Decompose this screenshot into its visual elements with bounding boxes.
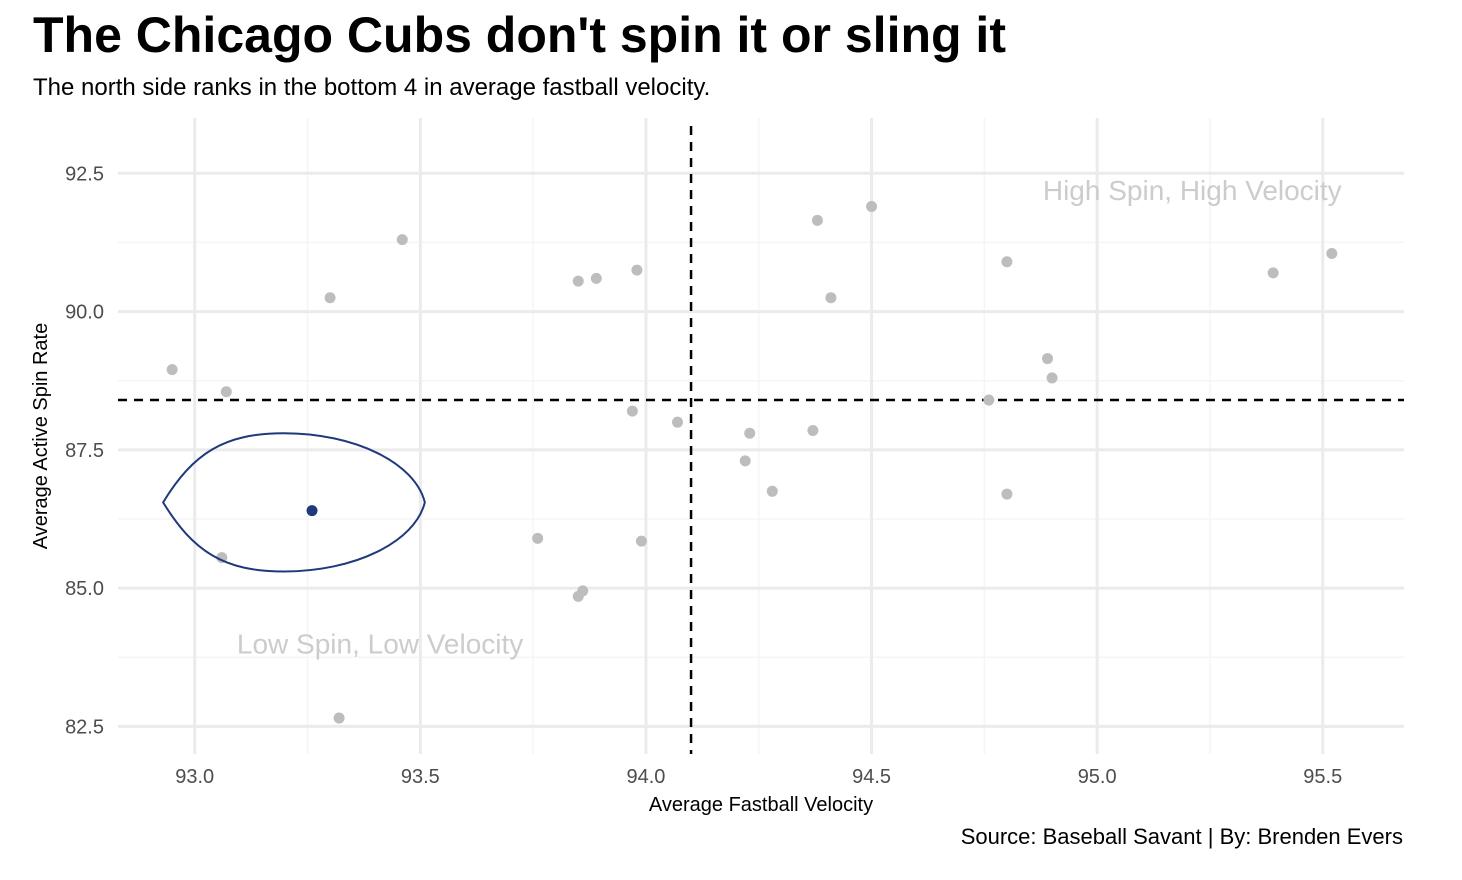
data-point [766, 485, 778, 497]
x-tick-label: 93.5 [401, 766, 440, 788]
chart-subtitle: The north side ranks in the bottom 4 in … [33, 74, 711, 101]
data-point [166, 364, 178, 376]
data-point [811, 214, 823, 226]
data-point [626, 405, 638, 417]
quadrant-annotation: High Spin, High Velocity [1043, 175, 1342, 206]
y-axis-label: Average Active Spin Rate [30, 323, 52, 549]
data-point [396, 234, 408, 246]
y-tick-label: 87.5 [65, 440, 104, 462]
data-point [590, 272, 602, 284]
data-point [739, 455, 751, 467]
data-point [983, 394, 995, 406]
y-tick-label: 82.5 [65, 716, 104, 738]
data-point [1046, 372, 1058, 384]
data-point [744, 427, 756, 439]
data-point [572, 275, 584, 287]
x-tick-label: 95.0 [1078, 766, 1117, 788]
data-point [672, 416, 684, 428]
x-tick-label: 94.5 [852, 766, 891, 788]
x-tick-label: 94.0 [626, 766, 665, 788]
data-point [807, 424, 819, 436]
data-point [1001, 488, 1013, 500]
chart-title: The Chicago Cubs don't spin it or sling … [33, 7, 1006, 63]
data-point [1001, 256, 1013, 268]
data-point [825, 292, 837, 304]
chart-caption: Source: Baseball Savant | By: Brenden Ev… [960, 824, 1403, 849]
highlight-ellipse [161, 432, 426, 573]
highlight-point [306, 505, 318, 517]
x-tick-label: 95.5 [1303, 766, 1342, 788]
y-tick-label: 90.0 [65, 302, 104, 324]
data-point [1042, 353, 1054, 365]
data-point [1267, 267, 1279, 279]
data-point [220, 386, 232, 398]
quadrant-annotation: Low Spin, Low Velocity [237, 628, 523, 659]
data-point [324, 292, 336, 304]
y-tick-label: 92.5 [65, 163, 104, 185]
data-point [631, 264, 643, 276]
x-axis-label: Average Fastball Velocity [649, 794, 873, 816]
y-tick-label: 85.0 [65, 578, 104, 600]
data-point [1326, 247, 1338, 259]
data-point [577, 585, 589, 597]
data-point [333, 712, 345, 724]
x-tick-label: 93.0 [175, 766, 214, 788]
data-point [866, 200, 878, 212]
data-point [635, 535, 647, 547]
data-point [532, 532, 544, 544]
